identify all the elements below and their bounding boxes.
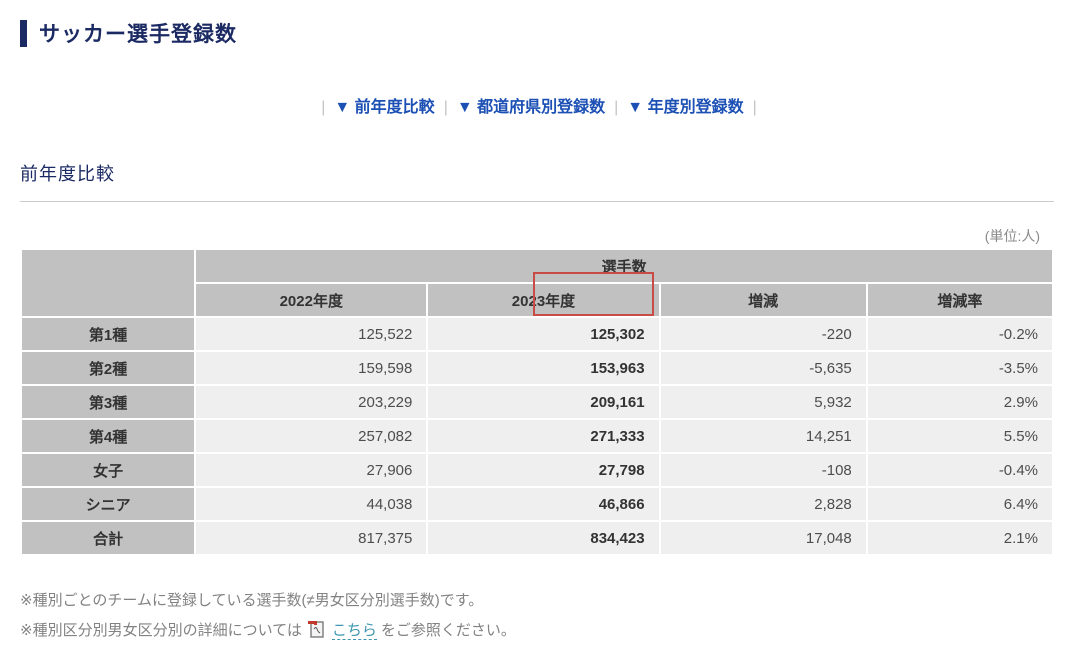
table-row: 第4種 257,082 271,333 14,251 5.5% [22, 420, 1052, 452]
table-row: シニア 44,038 46,866 2,828 6.4% [22, 488, 1052, 520]
cell-2023: 27,798 [428, 454, 659, 486]
nav-link-prev-year-comparison[interactable]: ▼ 前年度比較 [334, 99, 435, 116]
cell-diff: 5,932 [660, 386, 866, 418]
footnote-2-prefix: ※種別区分別男女区分別の詳細については [20, 622, 302, 639]
kochira-link[interactable]: こちら [331, 622, 377, 640]
row-label: 第2種 [22, 352, 195, 384]
cell-2023: 125,302 [428, 318, 659, 350]
cell-rate: 6.4% [867, 488, 1052, 520]
cell-rate: -3.5% [867, 352, 1052, 384]
title-accent-bar [20, 19, 27, 47]
column-header-diff: 増減 [660, 284, 866, 316]
nav-separator: | [614, 99, 619, 116]
table-row-total: 合計 817,375 834,423 17,048 2.1% [22, 522, 1052, 554]
cell-2022: 159,598 [196, 352, 427, 384]
footnotes: ※種別ごとのチームに登録している選手数(≠男女区分別選手数)です。 ※種別区分別… [20, 590, 516, 650]
cell-diff: -220 [660, 318, 866, 350]
cell-diff: 14,251 [660, 420, 866, 452]
cell-2022: 257,082 [196, 420, 427, 452]
cell-rate: 2.9% [867, 386, 1052, 418]
section-divider [20, 201, 1054, 202]
nav-link-by-year[interactable]: ▼ 年度別登録数 [627, 99, 744, 116]
row-label: 第3種 [22, 386, 195, 418]
table-row: 第1種 125,522 125,302 -220 -0.2% [22, 318, 1052, 350]
cell-2022: 125,522 [196, 318, 427, 350]
pdf-icon [307, 620, 324, 645]
nav-separator: | [321, 99, 326, 116]
table-row: 第3種 203,229 209,161 5,932 2.9% [22, 386, 1052, 418]
cell-rate: -0.2% [867, 318, 1052, 350]
row-label: 女子 [22, 454, 195, 486]
cell-2023: 153,963 [428, 352, 659, 384]
table-row: 女子 27,906 27,798 -108 -0.4% [22, 454, 1052, 486]
cell-diff: 17,048 [660, 522, 866, 554]
column-header-2022: 2022年度 [196, 284, 427, 316]
table-corner-cell [22, 250, 195, 316]
cell-2022: 817,375 [196, 522, 427, 554]
anchor-nav: | ▼ 前年度比較 | ▼ 都道府県別登録数 | ▼ 年度別登録数 | [0, 93, 1078, 117]
footnote-1: ※種別ごとのチームに登録している選手数(≠男女区分別選手数)です。 [20, 592, 484, 609]
row-label: 第1種 [22, 318, 195, 350]
nav-separator: | [752, 99, 757, 116]
cell-2022: 44,038 [196, 488, 427, 520]
cell-diff: -5,635 [660, 352, 866, 384]
nav-link-by-prefecture[interactable]: ▼ 都道府県別登録数 [456, 99, 606, 116]
cell-diff: -108 [660, 454, 866, 486]
page-title: サッカー選手登録数 [39, 23, 237, 46]
cell-2023: 46,866 [428, 488, 659, 520]
cell-2022: 203,229 [196, 386, 427, 418]
row-label: 合計 [22, 522, 195, 554]
cell-rate: 5.5% [867, 420, 1052, 452]
row-label: シニア [22, 488, 195, 520]
cell-2023: 271,333 [428, 420, 659, 452]
comparison-table-wrap: 選手数 2022年度 2023年度 増減 増減率 第1種 125,522 125… [20, 248, 1054, 556]
section-title: 前年度比較 [20, 164, 115, 184]
table-row: 第2種 159,598 153,963 -5,635 -3.5% [22, 352, 1052, 384]
footnote-2: ※種別区分別男女区分別の詳細については こちら をご参照ください。 [20, 620, 516, 650]
nav-separator: | [443, 99, 448, 116]
comparison-table: 選手数 2022年度 2023年度 増減 増減率 第1種 125,522 125… [20, 248, 1054, 556]
unit-label: (単位:人) [984, 228, 1040, 244]
cell-diff: 2,828 [660, 488, 866, 520]
column-header-rate: 増減率 [867, 284, 1052, 316]
cell-rate: 2.1% [867, 522, 1052, 554]
footnote-2-suffix: をご参照ください。 [380, 622, 516, 639]
table-group-header: 選手数 [196, 250, 1052, 282]
cell-2023: 209,161 [428, 386, 659, 418]
cell-rate: -0.4% [867, 454, 1052, 486]
cell-2023-total-highlighted: 834,423 [428, 522, 659, 554]
column-header-2023: 2023年度 [428, 284, 659, 316]
cell-2022: 27,906 [196, 454, 427, 486]
page-header: サッカー選手登録数 [20, 18, 237, 48]
row-label: 第4種 [22, 420, 195, 452]
